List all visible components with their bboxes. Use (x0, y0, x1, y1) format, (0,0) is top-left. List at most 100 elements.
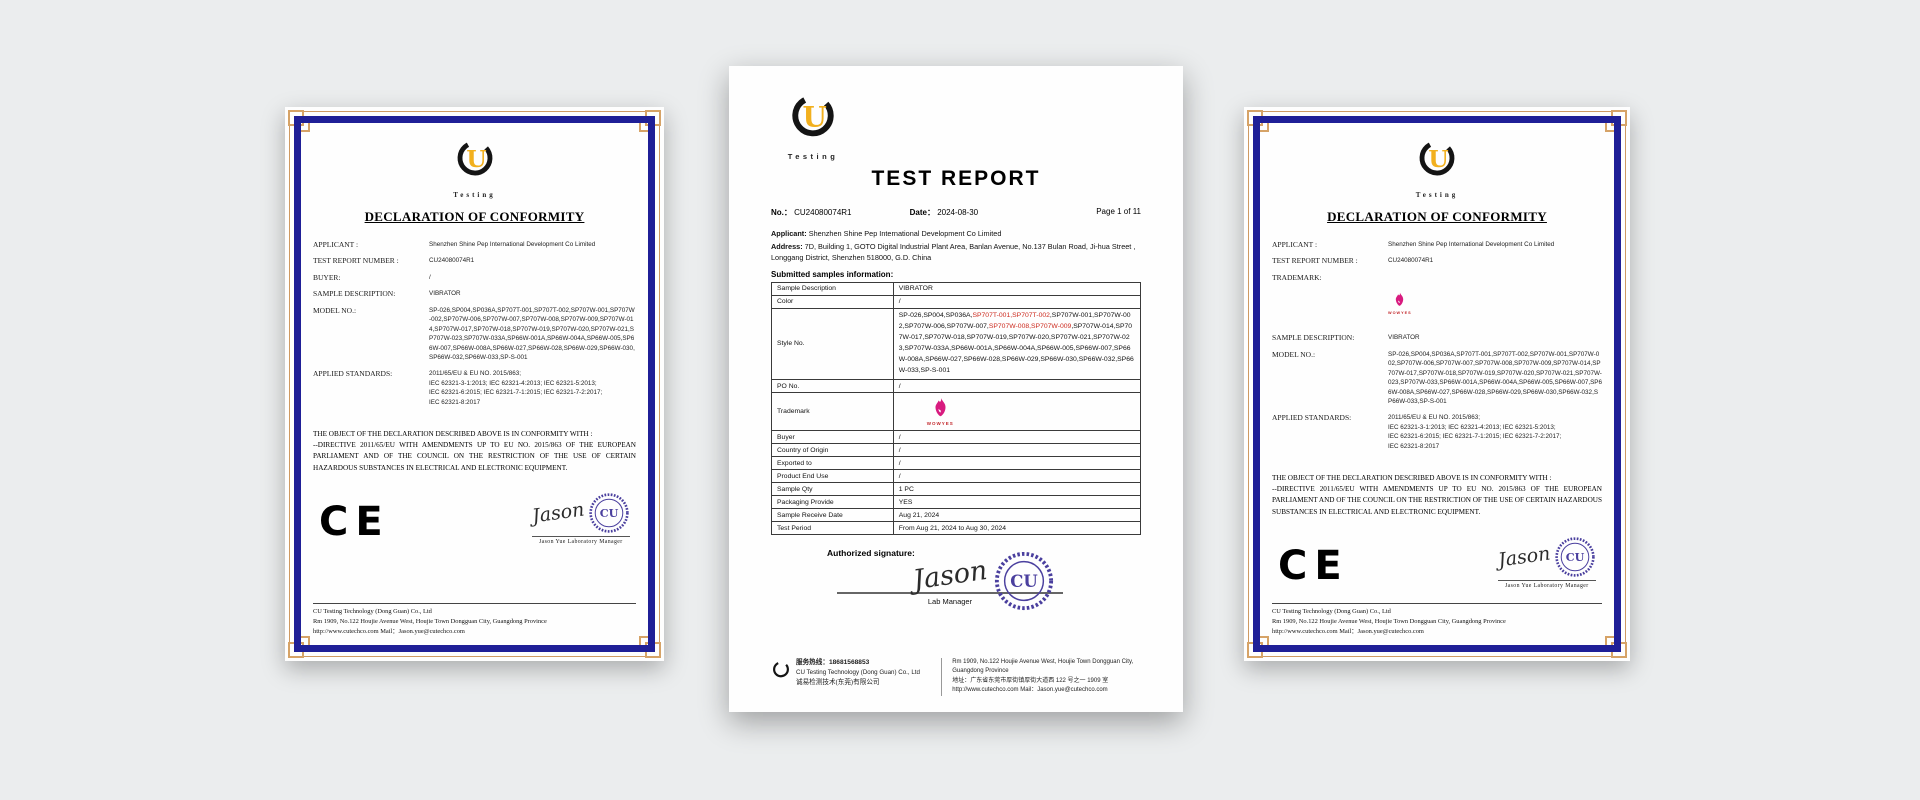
trademark-logo: WOWYES (927, 397, 954, 426)
svg-text:CU: CU (600, 507, 619, 520)
row-value: Aug 21, 2024 (892, 508, 1142, 523)
footer-address-en: Rm 1909, No.122 Houjie Avenue West, Houj… (952, 658, 1134, 675)
cu-testing-logo: U Testing (1272, 137, 1602, 199)
signature-script: Jason (530, 498, 586, 528)
footer-company: CU Testing Technology (Dong Guan) Co., L… (1272, 608, 1391, 616)
svg-text:U: U (466, 146, 486, 173)
service-hotline: 服务热线：18681568853 (796, 658, 870, 666)
report-title: TEST REPORT (871, 167, 1041, 190)
table-row: Country of Origin / (771, 443, 1142, 458)
field-buyer: BUYER: / (313, 273, 636, 282)
field-value: CU24080074R1 (1388, 257, 1434, 265)
table-row: Color / (771, 294, 1142, 309)
table-row: PO No. / (771, 379, 1142, 394)
logo-caption: Testing (1415, 191, 1459, 199)
field-label: BUYER: (313, 272, 341, 282)
conformity-statement: THE OBJECT OF THE DECLARATION DESCRIBED … (1272, 474, 1602, 516)
field-applicant: APPLICANT : Shenzhen Shine Pep Internati… (1272, 240, 1602, 249)
style-no-value: SP-026,SP004,SP036A,SP707T-001,SP707T-00… (892, 307, 1142, 381)
cu-testing-logo: U Testing (785, 92, 841, 161)
table-row: Sample Description VIBRATOR (771, 281, 1142, 296)
report-date-value: 2024-08-30 (937, 208, 979, 217)
field-report-number: TEST REPORT NUMBER : CU24080074R1 (313, 256, 636, 265)
field-value: VIBRATOR (1388, 334, 1420, 342)
report-date: Date： 2024-08-30 (910, 207, 979, 218)
report-meta-row: No.： CU24080074R1 Date： 2024-08-30 Page … (771, 207, 1141, 218)
logo-caption: Testing (453, 191, 496, 199)
certificate-footer: CU Testing Technology (Dong Guan) Co., L… (313, 603, 636, 637)
field-value: CU24080074R1 (429, 257, 475, 265)
cu-stamp-icon: CU (1555, 537, 1595, 577)
style-highlighted: SP707W-008,SP707W-009 (988, 323, 1072, 331)
footer-web-mail: http://www.cutechco.com Mail：Jason.yue@c… (313, 628, 465, 636)
report-page-indicator: Page 1 of 11 (1096, 207, 1141, 216)
field-applied-standards: APPLIED STANDARDS: 2011/65/EU & EU NO. 2… (1272, 413, 1602, 451)
table-row: Test Period From Aug 21, 2024 to Aug 30, … (771, 521, 1142, 536)
row-label: Country of Origin (771, 443, 894, 458)
row-label: Sample Description (771, 281, 894, 296)
field-value: / (429, 273, 431, 281)
table-row: Sample Receive Date Aug 21, 2024 (771, 508, 1142, 523)
conformity-statement: THE OBJECT OF THE DECLARATION DESCRIBED … (313, 430, 636, 472)
trademark-text: WOWYES (926, 420, 954, 426)
footer-web-mail: http://www.cutechco.com Mail：Jason.yue@c… (1272, 628, 1424, 636)
field-label: SAMPLE DESCRIPTION: (313, 289, 396, 299)
row-label: Packaging Provide (771, 495, 894, 510)
row-value: 1 PC (892, 482, 1142, 497)
field-label: APPLICANT : (313, 240, 359, 249)
declaration-of-conformity-left: U Testing DECLARATION OF CONFORMITY APPL… (285, 107, 664, 661)
field-model-no: MODEL NO.: SP-026,SP004,SP036A,SP707T-00… (313, 306, 636, 363)
flame-icon (935, 397, 946, 416)
report-number-label: No.： (771, 208, 792, 217)
signature-block: Jason CU Lab Manager (837, 552, 1063, 611)
signature-caption: Lab Manager (927, 597, 973, 607)
row-label: Color (771, 294, 894, 309)
row-label: Sample Qty (771, 482, 894, 497)
footer-address: Rm 1909, No.122 Houjie Avenue West, Houj… (1272, 618, 1506, 626)
field-value: 2011/65/EU & EU NO. 2015/863; IEC 62321-… (1388, 414, 1562, 450)
style-part: ,SP707W-001,SP707W-002,SP707W-006,SP707W… (898, 312, 1131, 331)
cu-testing-logo: U Testing (313, 137, 636, 199)
applicant-label: Applicant: (771, 229, 807, 238)
field-value: Shenzhen Shine Pep International Develop… (429, 241, 596, 248)
field-label: APPLICANT : (1272, 240, 1318, 249)
phone-logo-icon (773, 661, 789, 677)
trademark-logo-inner: WOWYES (1388, 282, 1412, 326)
row-value: / (892, 379, 1142, 394)
svg-text:U: U (1428, 146, 1448, 173)
table-row-style-no: Style No. SP-026,SP004,SP036A,SP707T-001… (771, 307, 1142, 381)
field-applied-standards: APPLIED STANDARDS: 2011/65/EU & EU NO. 2… (313, 369, 636, 407)
field-label: MODEL NO.: (1272, 349, 1316, 359)
navy-frame (294, 116, 655, 652)
field-applicant: APPLICANT : Shenzhen Shine Pep Internati… (313, 240, 636, 249)
footer-address-cn: 地址：广东省东莞市厚街镇厚街大道西 122 号之一 1909 室 (952, 677, 1109, 684)
field-label: SAMPLE DESCRIPTION: (1272, 333, 1355, 343)
trademark-logo: WOWYES (1388, 273, 1602, 326)
footer-left: 服务热线：18681568853 CU Testing Technology (… (771, 658, 941, 696)
signature-block: Jason CU Jason Yue Laboratory Manager (1496, 536, 1596, 589)
svg-text:CU: CU (1010, 572, 1037, 591)
signature-caption: Jason Yue Laboratory Manager (531, 535, 630, 545)
row-value: / (892, 430, 1142, 445)
row-value: / (892, 456, 1142, 471)
address-label: Address: (771, 241, 803, 251)
flame-icon (1396, 292, 1404, 306)
row-value: / (892, 469, 1142, 484)
table-row: Buyer / (771, 430, 1142, 445)
footer-right: Rm 1909, No.122 Houjie Avenue West, Houj… (941, 657, 1141, 696)
style-part: ,SP707W-014,SP707W-017,SP707W-018,SP707W… (898, 323, 1134, 374)
certificate-title: DECLARATION OF CONFORMITY (364, 209, 585, 224)
field-label: APPLIED STANDARDS: (1272, 413, 1352, 423)
signature-script: Jason (1496, 542, 1552, 572)
footer-company-en: CU Testing Technology (Dong Guan) Co., L… (796, 669, 920, 677)
field-label: APPLIED STANDARDS: (313, 369, 393, 379)
applicant-value: Shenzhen Shine Pep International Develop… (808, 229, 1002, 238)
field-sample-description: SAMPLE DESCRIPTION: VIBRATOR (1272, 333, 1602, 342)
footer-address: Rm 1909, No.122 Houjie Avenue West, Houj… (313, 618, 547, 626)
field-value: 2011/65/EU & EU NO. 2015/863; IEC 62321-… (429, 370, 603, 406)
table-row: Product End Use / (771, 469, 1142, 484)
report-number: No.： CU24080074R1 (771, 207, 852, 218)
row-label: Buyer (771, 430, 894, 445)
authorized-signature-label: Authorized signature: (827, 548, 915, 559)
